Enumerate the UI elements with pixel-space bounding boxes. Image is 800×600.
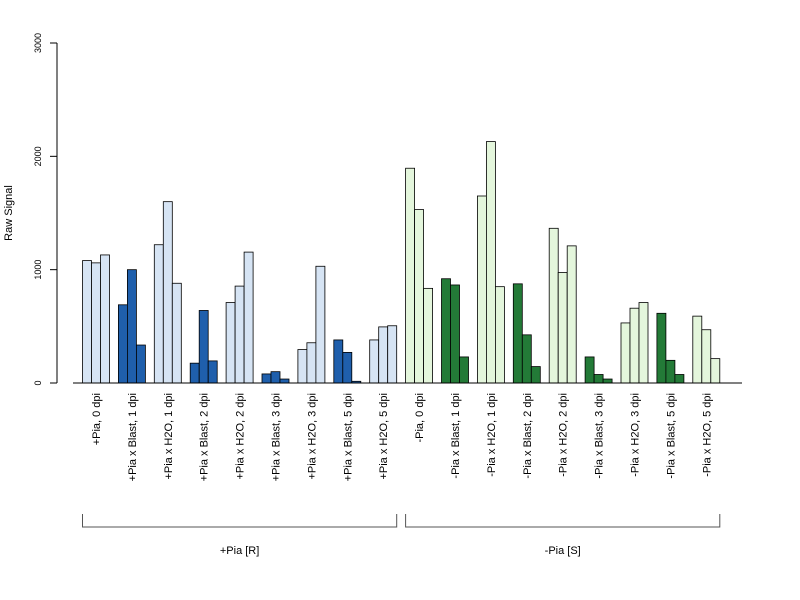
bar — [530, 366, 541, 384]
category-label: -Pia x H2O, 3 dpi — [630, 393, 642, 477]
bar — [162, 201, 173, 384]
y-tick-label: 0 — [33, 380, 43, 385]
bar — [584, 356, 595, 384]
bar — [665, 359, 676, 384]
bar — [135, 344, 146, 384]
bar — [315, 265, 326, 384]
y-tick-label: 2000 — [33, 146, 43, 166]
bar — [701, 329, 712, 384]
category-label: +Pia, 0 dpi — [91, 393, 103, 445]
category-label: +Pia x Blast, 3 dpi — [271, 393, 283, 481]
bar — [450, 284, 460, 384]
group-label: -Pia [S] — [545, 545, 581, 557]
y-tick-label: 3000 — [33, 33, 43, 53]
bar — [306, 342, 317, 384]
category-label: -Pia x H2O, 2 dpi — [558, 393, 570, 477]
y-axis: 0 1000 2000 3000 — [33, 33, 58, 386]
bar — [153, 244, 164, 384]
category-label: +Pia x H2O, 2 dpi — [235, 393, 247, 480]
bar — [593, 374, 604, 384]
bar — [333, 339, 344, 384]
bar — [225, 302, 236, 384]
bar — [189, 362, 200, 384]
y-tick-label: 1000 — [33, 260, 43, 280]
bar — [423, 287, 434, 384]
bar — [494, 286, 505, 384]
category-label: +Pia x H2O, 1 dpi — [163, 393, 175, 480]
category-label: -Pia x H2O, 1 dpi — [486, 393, 498, 477]
category-label: +Pia x H2O, 3 dpi — [306, 393, 318, 480]
category-label: -Pia x Blast, 3 dpi — [594, 393, 606, 479]
bar — [548, 227, 559, 384]
bar — [557, 272, 568, 384]
category-label: +Pia x Blast, 5 dpi — [342, 393, 354, 481]
category-label: -Pia x H2O, 5 dpi — [701, 393, 713, 477]
bar — [378, 326, 389, 384]
bar — [566, 245, 577, 384]
bar — [279, 378, 290, 384]
bar — [243, 251, 254, 384]
bar — [476, 195, 487, 384]
bar — [387, 325, 398, 384]
bar — [602, 378, 613, 384]
bar — [297, 349, 308, 384]
category-label: +Pia x H2O, 5 dpi — [378, 393, 390, 480]
bars — [82, 141, 721, 384]
bar — [171, 282, 182, 384]
y-axis-label: Raw Signal — [3, 185, 15, 241]
bar — [512, 283, 523, 384]
bar — [405, 167, 416, 384]
group-bracket — [405, 514, 721, 528]
bar — [485, 141, 496, 384]
category-label: -Pia x Blast, 5 dpi — [665, 393, 677, 479]
bar — [127, 269, 137, 384]
bar — [261, 373, 272, 384]
category-label: +Pia x Blast, 1 dpi — [127, 393, 139, 481]
bar — [198, 310, 209, 384]
bar — [270, 371, 281, 384]
group-brackets: +Pia [R] -Pia [S] — [82, 514, 721, 557]
bar — [521, 334, 532, 384]
bar — [656, 312, 667, 384]
category-label: -Pia x Blast, 2 dpi — [522, 393, 534, 479]
category-label: +Pia x Blast, 2 dpi — [199, 393, 211, 481]
bar — [100, 254, 110, 384]
group-label: +Pia [R] — [220, 545, 259, 557]
bar — [710, 358, 721, 384]
bar — [91, 262, 101, 384]
bar — [638, 302, 649, 384]
category-label: -Pia x Blast, 1 dpi — [450, 393, 462, 479]
bar — [118, 304, 128, 384]
bar — [82, 260, 92, 384]
bar — [342, 351, 353, 384]
bar — [414, 209, 425, 384]
bar — [459, 356, 469, 384]
bar — [620, 322, 631, 384]
bar — [441, 278, 451, 384]
bar — [234, 285, 245, 384]
bar — [674, 374, 685, 384]
bar — [692, 315, 703, 384]
bar — [207, 360, 218, 384]
category-labels: +Pia, 0 dpi +Pia x Blast, 1 dpi +Pia x H2O… — [91, 393, 713, 481]
bar — [629, 307, 640, 384]
bar — [369, 339, 380, 384]
category-label: -Pia, 0 dpi — [414, 393, 426, 443]
group-bracket — [82, 514, 398, 528]
